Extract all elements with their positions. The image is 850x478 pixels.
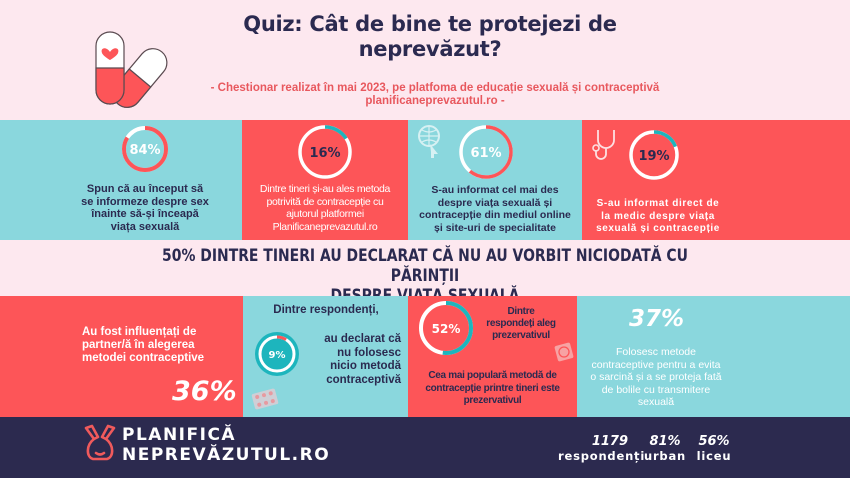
stat-urban: 81% urban xyxy=(640,434,690,463)
title-line-1: Quiz: Cât de bine te protejezi de xyxy=(243,12,617,36)
stat-respondents: 1179 respondenți xyxy=(558,434,646,463)
svg-text:61%: 61% xyxy=(470,146,501,161)
page-title: Quiz: Cât de bine te protejezi de neprev… xyxy=(190,12,670,62)
condom-packet-icon xyxy=(554,342,574,362)
progress-ring-9: 9% xyxy=(255,332,299,376)
subtitle: - Chestionar realizat în mai 2023, pe pl… xyxy=(190,82,680,108)
subtitle-line-2: planificaneprevazutul.ro - xyxy=(365,95,505,107)
stat-description: S-au informat direct de la medic despre v… xyxy=(596,198,720,234)
stat-panel-9: Dintre respondenți, 9% au declarat că nu … xyxy=(243,296,408,417)
subtitle-line-1: - Chestionar realizat în mai 2023, pe pl… xyxy=(210,82,660,94)
stat-value: 1179 xyxy=(591,434,628,449)
stat-description: Spun că au început să se informeze despre… xyxy=(81,183,209,233)
stat-panel-37: 37% Folosesc metode contraceptive pentru … xyxy=(577,296,850,417)
stat-panel-19: 19% S-au informat direct de la medic desp… xyxy=(582,120,850,240)
svg-text:84%: 84% xyxy=(129,143,160,158)
bag-logo-icon xyxy=(84,424,116,461)
stat-panel-16: 16% Dintre tineri și-au ales metoda potri… xyxy=(242,120,408,240)
svg-text:9%: 9% xyxy=(269,350,286,361)
stat-liceu: 56% liceu xyxy=(692,434,736,463)
stat-panel-52: 52% Dintre respondeți aleg prezervativul C… xyxy=(408,296,577,417)
stat-label: respondenți xyxy=(558,449,646,463)
pill-capsule-heart-icon xyxy=(92,28,172,112)
stat-side-text: Dintre respondeți aleg prezervativul xyxy=(486,306,556,341)
progress-ring-52: 52% xyxy=(419,301,473,355)
progress-ring-84: 84% xyxy=(122,126,168,172)
stat-label: urban xyxy=(643,449,687,463)
stat-intro: Dintre respondenți, xyxy=(273,304,379,316)
stat-label: liceu xyxy=(696,449,732,463)
progress-ring-19: 19% xyxy=(629,130,679,180)
stat-panel-84: 84% Spun că au început să se informeze de… xyxy=(0,120,242,240)
banner-line-1: 50% DINTRE TINERI AU DECLARAT CĂ NU AU V… xyxy=(162,246,688,286)
stat-description: Dintre tineri și-au ales metoda potrivită… xyxy=(259,183,391,233)
brand-line-2: NEPREVĂZUTUL.RO xyxy=(122,445,331,465)
stat-percent: 36% xyxy=(172,376,237,407)
pill-blister-icon xyxy=(251,388,279,410)
footer xyxy=(0,417,850,478)
globe-cursor-icon xyxy=(418,125,440,158)
stat-percent: 37% xyxy=(629,306,685,332)
svg-text:19%: 19% xyxy=(638,149,669,164)
stat-description: Folosesc metode contraceptive pentru a ev… xyxy=(590,346,722,408)
stat-panel-61: 61% S-au informat cel mai des despre viaț… xyxy=(408,120,582,240)
progress-ring-61: 61% xyxy=(459,125,513,179)
stat-description: au declarat că nu folosesc nicio metodă con… xyxy=(324,333,401,386)
stat-description: Au fost influențați de partner/ă în alege… xyxy=(82,326,205,364)
svg-text:52%: 52% xyxy=(432,322,461,336)
stat-description: Cea mai populară metodă de contracepție p… xyxy=(425,370,560,406)
title-line-2: neprevăzut? xyxy=(358,37,502,61)
stat-description: S-au informat cel mai des despre viața se… xyxy=(419,184,571,234)
stat-value: 81% xyxy=(649,434,681,449)
brand-name: PLANIFICĂ NEPREVĂZUTUL.RO xyxy=(122,425,330,465)
stethoscope-icon xyxy=(592,130,615,160)
brand-line-1: PLANIFICĂ xyxy=(122,425,237,445)
svg-text:16%: 16% xyxy=(309,146,340,161)
stat-value: 56% xyxy=(698,434,730,449)
progress-ring-16: 16% xyxy=(298,125,352,179)
stat-panel-36: Au fost influențați de partner/ă în alege… xyxy=(0,296,243,417)
